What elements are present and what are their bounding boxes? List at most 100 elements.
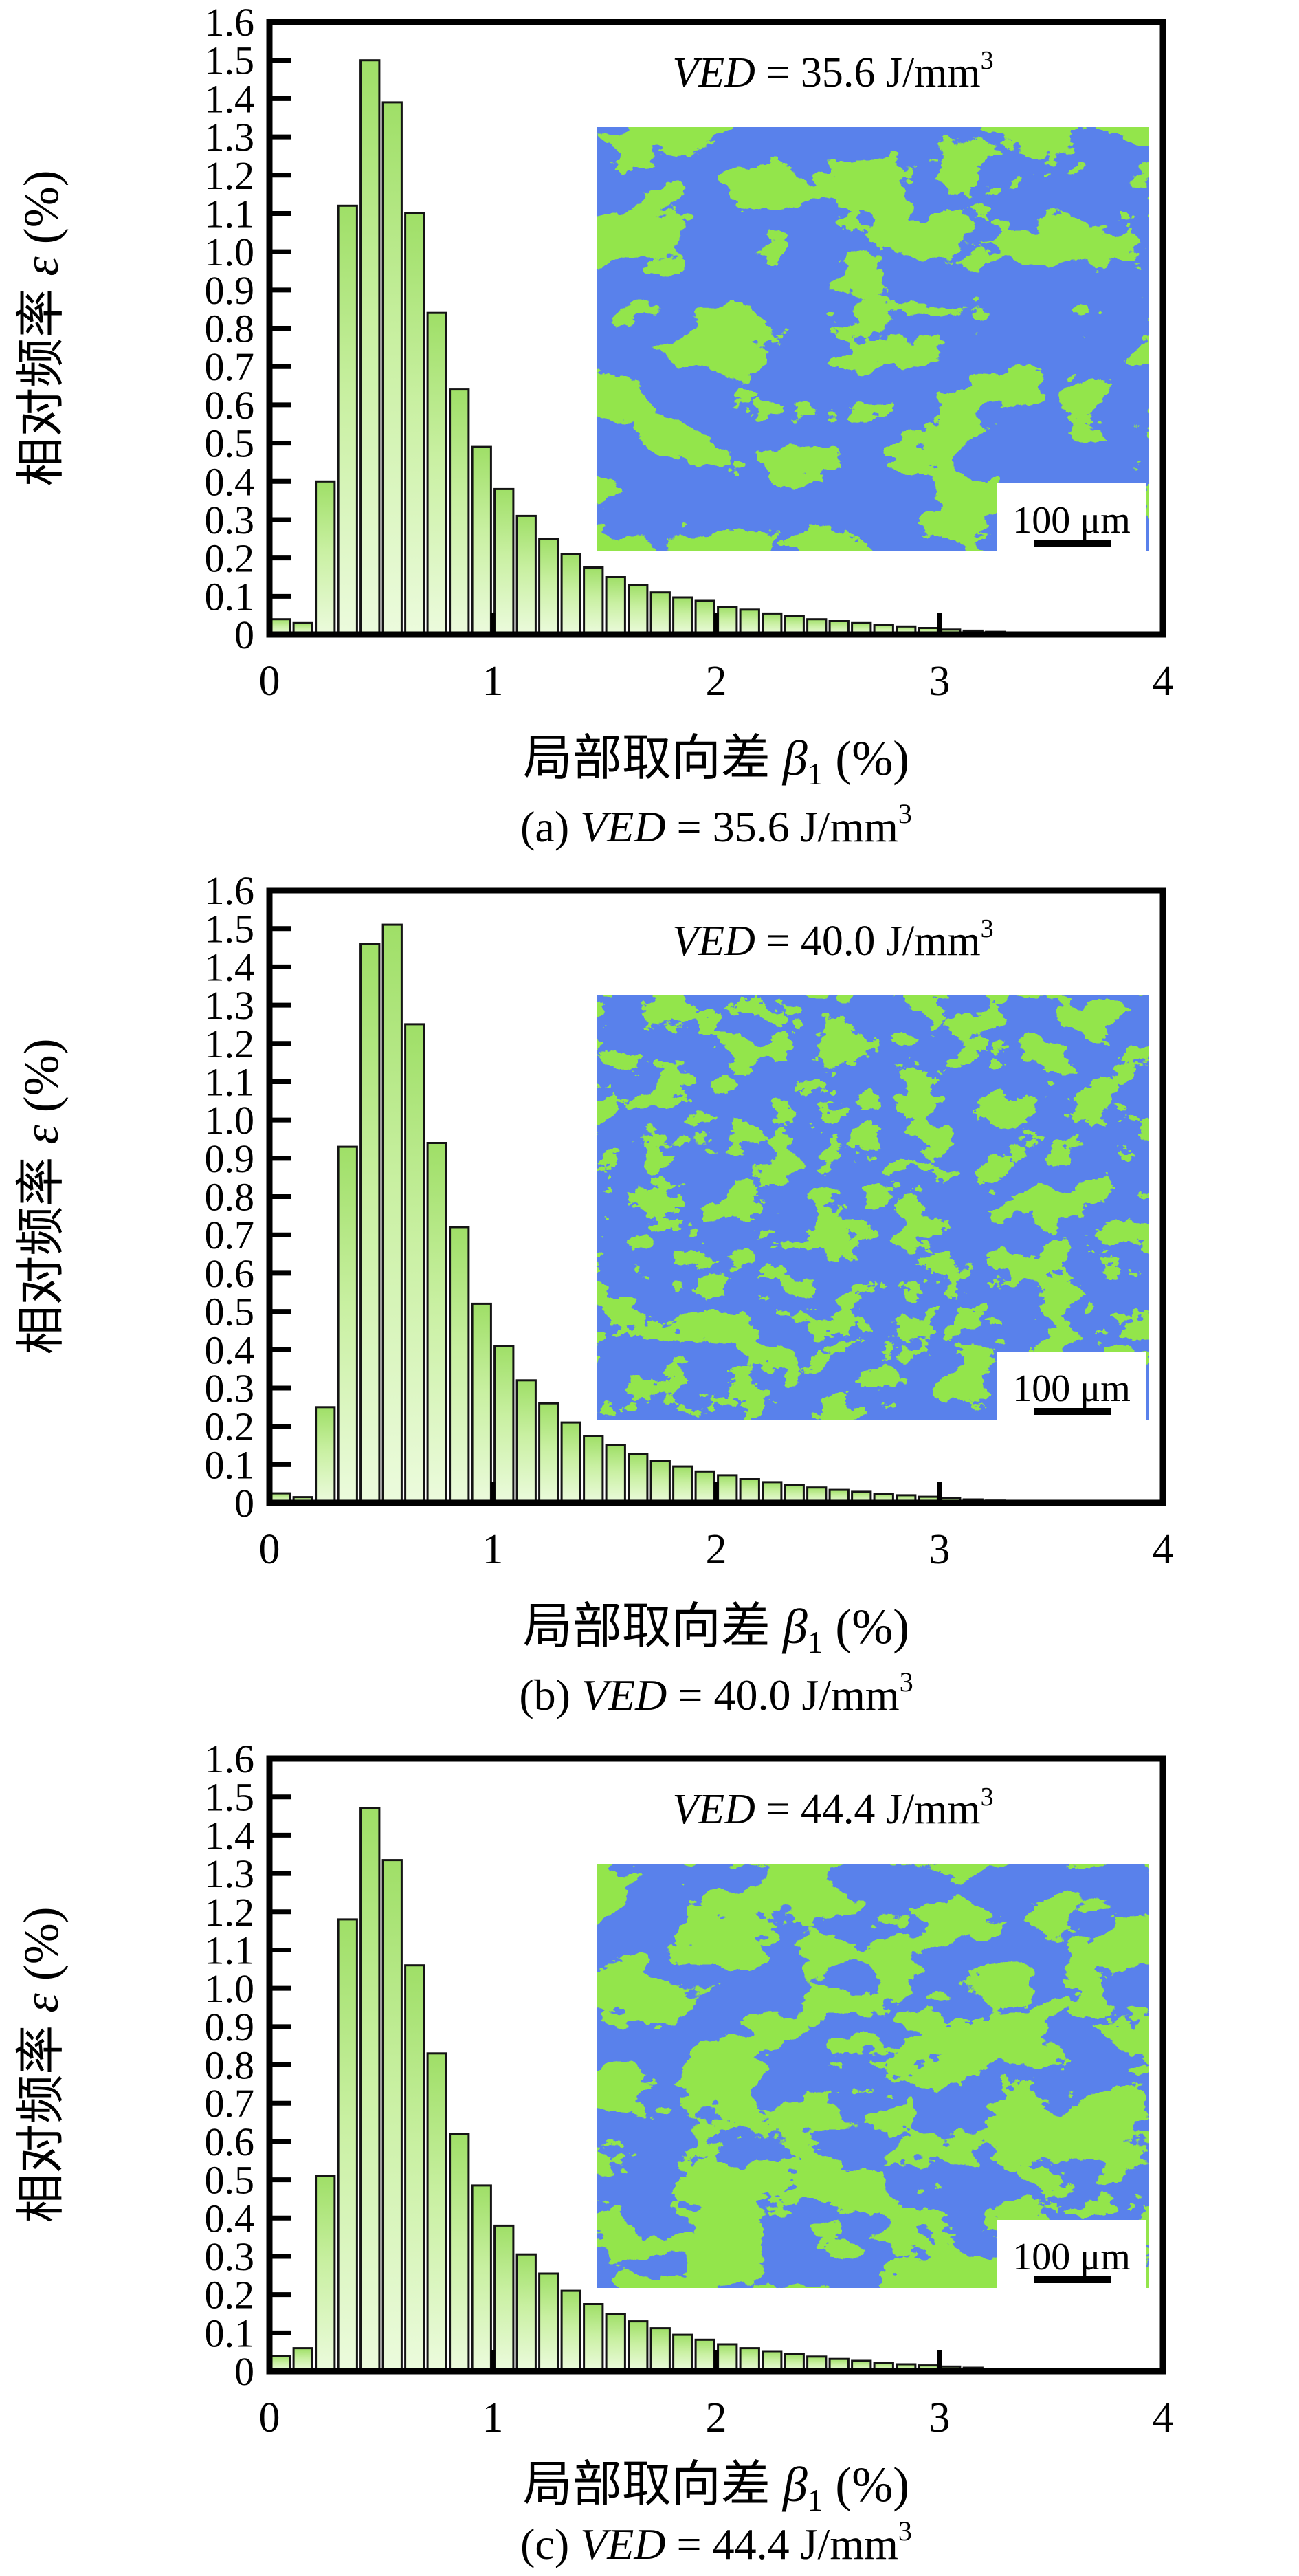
x-tick-label: 1 [482, 2395, 504, 2441]
y-tick-label: 1.6 [205, 0, 255, 45]
y-tick-label: 1.2 [205, 1890, 255, 1935]
y-tick-label: 1.2 [205, 1022, 255, 1066]
x-tick-label: 2 [706, 658, 727, 705]
bar [315, 1406, 336, 1504]
y-tick-label: 0 [234, 613, 254, 657]
y-tick-label: 1.1 [205, 1928, 255, 1972]
scale-bar-label: 100 μm [1012, 2236, 1131, 2278]
y-tick-label: 0.7 [205, 1213, 255, 1257]
ved-annotation: VED = 35.6 J/mm3 [672, 46, 993, 96]
bar [605, 576, 626, 636]
y-tick-label: 0.7 [205, 2081, 255, 2126]
bar [717, 606, 738, 636]
y-tick-label: 0.3 [205, 2234, 255, 2279]
bar [650, 1460, 671, 1504]
y-tick-label: 0.8 [205, 2043, 255, 2088]
scale-bar-label: 100 μm [1012, 1367, 1131, 1410]
panel-caption: (a) VED = 35.6 J/mm3 [520, 798, 912, 851]
x-tick-label: 0 [259, 658, 280, 705]
x-tick-label: 4 [1153, 658, 1174, 705]
y-tick-label: 1.3 [205, 983, 255, 1028]
bar [694, 1470, 715, 1504]
y-tick-label: 1.4 [205, 76, 255, 121]
y-tick-label: 0.5 [205, 2158, 255, 2203]
y-tick-label: 1.1 [205, 191, 255, 236]
panel-caption: (b) VED = 40.0 J/mm3 [519, 1666, 913, 1719]
y-tick-label: 0.4 [205, 459, 255, 504]
x-tick-label: 2 [706, 2395, 727, 2441]
bar [694, 2338, 715, 2373]
bar [404, 1964, 425, 2373]
bar [337, 1145, 358, 1504]
bar [739, 2347, 760, 2373]
y-tick-label: 1.4 [205, 945, 255, 989]
bar [449, 388, 470, 636]
bar [628, 584, 649, 636]
bar [650, 2327, 671, 2373]
x-tick-label: 1 [482, 1526, 504, 1573]
x-tick-label: 4 [1153, 2395, 1174, 2441]
x-tick-label: 3 [929, 2395, 951, 2441]
inset-micrograph [597, 1864, 1149, 2288]
y-tick-label: 0.5 [205, 1290, 255, 1334]
bar [493, 1345, 515, 1504]
y-tick-label: 1.5 [205, 38, 255, 83]
bar [762, 2350, 783, 2373]
bar [762, 1481, 783, 1504]
y-tick-label: 0.8 [205, 1175, 255, 1220]
bar [650, 591, 671, 636]
bar [493, 487, 515, 636]
bar [515, 1379, 537, 1504]
bar [560, 553, 581, 636]
y-tick-label: 1.0 [205, 230, 255, 274]
bar [538, 538, 559, 636]
y-tick-label: 1.5 [205, 907, 255, 951]
y-tick-label: 1.6 [205, 868, 255, 913]
bar [292, 2347, 313, 2373]
y-axis-label: 相对频率 ε (%) [14, 1038, 69, 1354]
y-tick-label: 0.1 [205, 2311, 255, 2355]
bar [404, 212, 425, 636]
bar [694, 599, 715, 636]
y-tick-label: 0.6 [205, 2120, 255, 2164]
x-tick-label: 0 [259, 1526, 280, 1573]
bar [493, 2224, 515, 2373]
x-axis-label: 局部取向差 β1 (%) [523, 731, 909, 791]
plot-frame [266, 887, 1166, 1506]
bar [404, 1023, 425, 1504]
y-tick-label: 0.1 [205, 1442, 255, 1487]
histogram-bars [270, 1807, 1028, 2373]
y-tick-label: 1.1 [205, 1059, 255, 1104]
bar [739, 608, 760, 636]
y-tick-label: 0.9 [205, 2005, 255, 2049]
y-tick-label: 0.8 [205, 307, 255, 351]
bar [449, 1226, 470, 1504]
y-tick-label: 1.2 [205, 153, 255, 198]
y-tick-label: 0.9 [205, 268, 255, 313]
bar [381, 101, 403, 636]
bar [359, 943, 381, 1504]
bar [471, 1302, 492, 1504]
bar [449, 2133, 470, 2373]
bar [315, 2175, 336, 2373]
bar [515, 2253, 537, 2373]
bar [538, 2272, 559, 2373]
y-tick-label: 0.7 [205, 344, 255, 389]
bar [471, 445, 492, 636]
bar [359, 59, 381, 636]
y-tick-label: 1.3 [205, 115, 255, 159]
bar [426, 2052, 447, 2373]
bar [605, 2313, 626, 2373]
y-tick-label: 0.4 [205, 2196, 255, 2241]
ved-annotation: VED = 40.0 J/mm3 [672, 914, 993, 965]
bar [628, 2320, 649, 2373]
bar [515, 514, 537, 636]
bar [560, 2289, 581, 2373]
x-axis-label: 局部取向差 β1 (%) [523, 1599, 909, 1660]
plot-frame [266, 19, 1166, 638]
bar [762, 612, 783, 636]
bar [337, 1918, 358, 2373]
bar [315, 480, 336, 636]
